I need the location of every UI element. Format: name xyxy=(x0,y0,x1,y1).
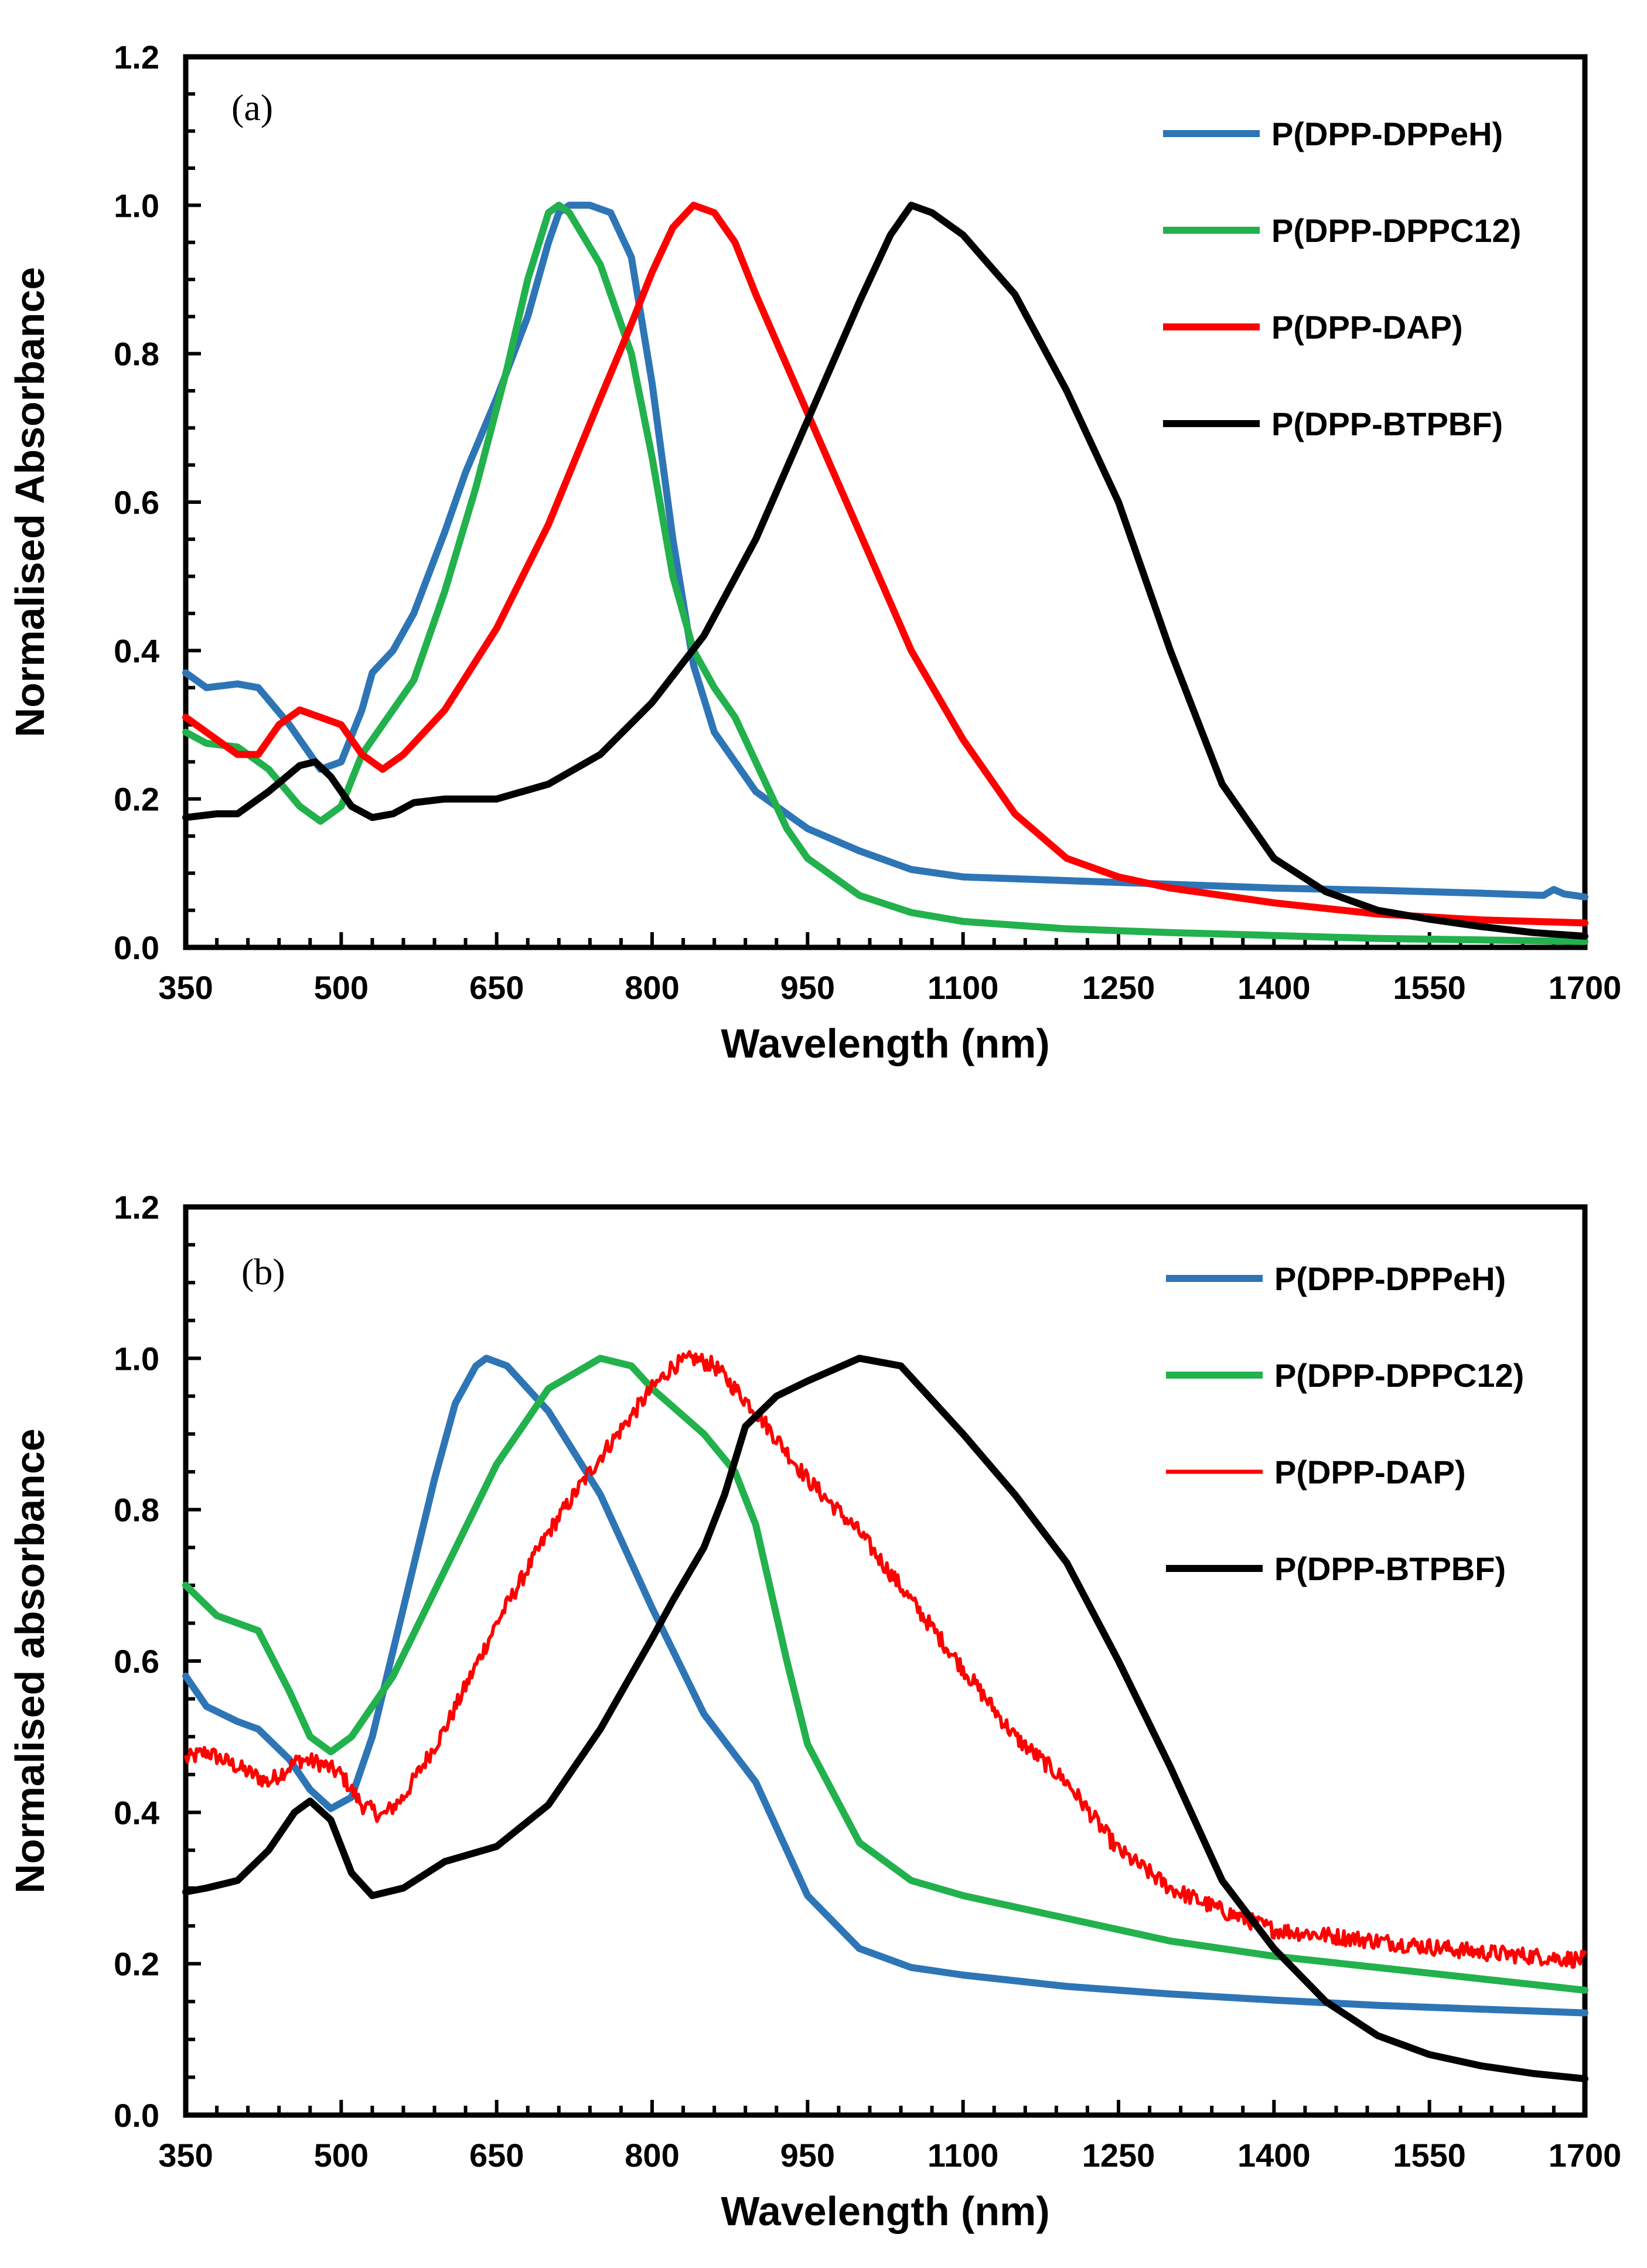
x-tick-label: 500 xyxy=(314,2137,369,2174)
x-tick-label: 350 xyxy=(158,2137,213,2174)
y-tick-label: 1.2 xyxy=(114,39,159,76)
y-tick-label: 0.6 xyxy=(114,1643,159,1680)
legend-label: P(DPP-BTPBF) xyxy=(1271,405,1503,442)
series-line-p-dpp-btpbf xyxy=(182,1355,1588,2082)
x-tick-label: 1700 xyxy=(1549,2137,1622,2174)
plot-frame xyxy=(183,1204,1588,2118)
series-line-p-dpp-btpbf xyxy=(182,202,1588,940)
x-tick-label: 800 xyxy=(625,2137,679,2174)
legend-label: P(DPP-DPPeH) xyxy=(1274,1260,1506,1297)
x-tick-label: 1100 xyxy=(927,2137,999,2174)
series-line-p-dpp-dppeh xyxy=(182,1355,1588,2017)
series-line-p-dpp-dap xyxy=(182,202,1588,927)
x-tick-label: 1400 xyxy=(1237,2137,1311,2174)
y-axis-title: Normalised Absorbance xyxy=(7,267,53,738)
y-axis-title: Normalised absorbance xyxy=(7,1428,53,1894)
panel-label: (b) xyxy=(241,1251,285,1292)
legend-label: P(DPP-DPPC12) xyxy=(1274,1357,1524,1394)
x-axis-title: Wavelength (nm) xyxy=(721,2188,1049,2234)
legend-label: P(DPP-BTPBF) xyxy=(1274,1550,1506,1587)
x-tick-label: 1250 xyxy=(1082,969,1155,1006)
series-line-p-dpp-dppc12 xyxy=(182,202,1588,945)
x-tick-label: 1550 xyxy=(1393,2137,1466,2174)
legend-label: P(DPP-DPPC12) xyxy=(1271,212,1521,249)
x-tick-label: 650 xyxy=(469,2137,524,2174)
x-tick-label: 800 xyxy=(625,969,679,1006)
x-tick-label: 950 xyxy=(780,2137,835,2174)
y-tick-label: 0.6 xyxy=(114,484,159,521)
y-tick-label: 1.2 xyxy=(114,1189,159,1226)
series-line-p-dpp-dap xyxy=(184,1350,1587,1969)
x-tick-label: 1100 xyxy=(927,969,999,1006)
chart-panel-a: 350 500 650 800 950 1100 1250 1400 1550 1700 0.0 0.… xyxy=(7,39,1621,1066)
y-tick-label: 0.2 xyxy=(114,1946,159,1983)
chart-panel-b: 350 500 650 800 950 1100 1250 1400 1550 1700 0.0 0.… xyxy=(7,1189,1621,2234)
y-tick-label: 1.0 xyxy=(114,187,159,224)
y-tick-label: 0.8 xyxy=(114,336,159,373)
x-tick-label: 950 xyxy=(780,969,835,1006)
y-tick-label: 0.8 xyxy=(114,1492,159,1529)
x-tick-label: 1700 xyxy=(1549,969,1622,1006)
legend-label: P(DPP-DPPeH) xyxy=(1271,115,1503,152)
x-tick-label: 1250 xyxy=(1082,2137,1155,2174)
legend-label: P(DPP-DAP) xyxy=(1271,309,1463,346)
x-tick-label: 650 xyxy=(469,969,524,1006)
x-tick-label: 1550 xyxy=(1393,969,1466,1006)
y-tick-label: 0.2 xyxy=(114,781,159,818)
x-axis-title: Wavelength (nm) xyxy=(721,1021,1049,1066)
x-tick-label: 350 xyxy=(158,969,213,1006)
y-tick-label: 0.0 xyxy=(114,2097,159,2134)
y-tick-label: 0.4 xyxy=(114,632,159,669)
legend-label: P(DPP-DAP) xyxy=(1274,1454,1466,1491)
panel-label: (a) xyxy=(231,87,273,128)
y-tick-label: 0.0 xyxy=(114,929,159,966)
y-tick-label: 0.4 xyxy=(114,1794,159,1831)
x-tick-label: 500 xyxy=(314,969,369,1006)
y-tick-label: 1.0 xyxy=(114,1340,159,1377)
x-tick-label: 1400 xyxy=(1237,969,1311,1006)
series-line-p-dpp-dppc12 xyxy=(182,1355,1588,1994)
